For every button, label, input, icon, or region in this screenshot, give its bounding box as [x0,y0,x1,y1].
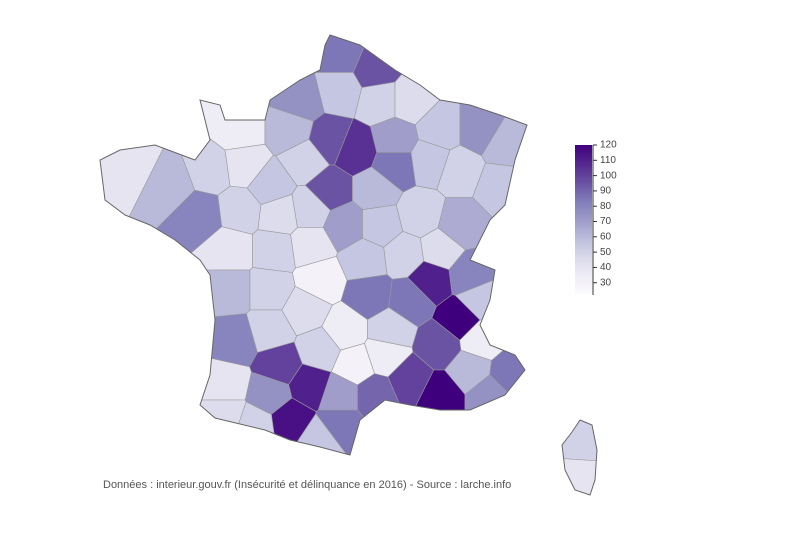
department [252,229,296,273]
department [464,374,538,495]
department [472,162,597,273]
legend-bar [575,145,592,295]
department [352,35,467,88]
department [201,401,280,495]
outline [99,34,528,456]
legend-tick-label: 60 [600,231,612,242]
legend-tick-label: 100 [600,170,617,181]
legend-tick-label: 40 [600,262,612,273]
department [100,35,174,353]
source-note: Données : interieur.gouv.fr (Insécurité … [103,479,511,491]
department [315,409,428,495]
legend-tick-label: 110 [600,155,616,166]
legend-tick-label: 80 [600,201,612,212]
legend-tick-label: 90 [600,186,612,197]
legend-tick-label: 120 [600,140,617,151]
legend-tick-label: 70 [600,216,612,227]
department [100,399,247,495]
department [212,35,325,122]
department [137,35,266,151]
legend-tick-label: 30 [600,277,612,288]
department [518,230,597,475]
department [100,313,258,368]
department [481,35,597,203]
legend-tick-label: 50 [600,247,612,258]
outline [561,419,598,496]
department [455,455,597,495]
